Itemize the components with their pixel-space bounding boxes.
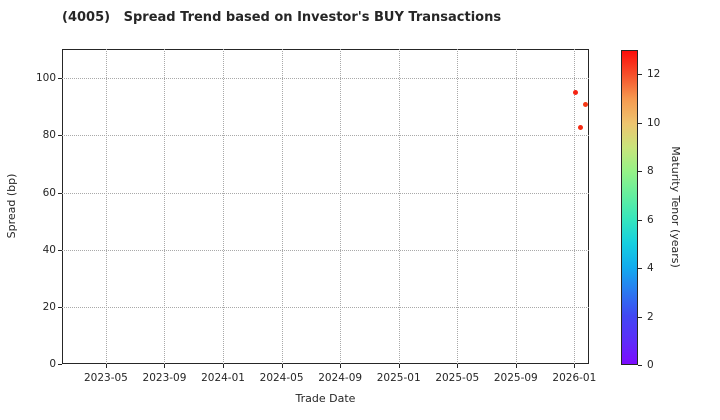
y-tick-label: 0: [49, 358, 56, 370]
v-gridline: [340, 49, 342, 364]
x-tick: [457, 364, 459, 368]
x-tick-label: 2025-05: [435, 372, 480, 384]
v-gridline: [515, 49, 517, 364]
x-tick-label: 2025-01: [376, 372, 421, 384]
x-tick: [223, 364, 225, 368]
colorbar-tick: [638, 122, 642, 124]
y-tick-label: 80: [42, 129, 56, 142]
v-gridline: [398, 49, 400, 364]
x-tick: [281, 364, 283, 368]
colorbar-tick: [638, 365, 642, 366]
x-tick-label: 2023-09: [142, 372, 187, 384]
colorbar-label: Maturity Tenor (years): [669, 146, 682, 268]
colorbar-tick: [638, 171, 642, 173]
colorbar-tick-label: 12: [647, 68, 661, 81]
h-gridline: [62, 306, 589, 308]
y-tick-label: 60: [42, 186, 56, 199]
x-tick-label: 2023-05: [83, 372, 128, 384]
colorbar-tick: [638, 268, 642, 270]
y-tick-label: 20: [42, 300, 56, 313]
x-tick: [574, 364, 576, 368]
x-tick: [398, 364, 400, 368]
x-tick-label: 2024-05: [259, 372, 304, 384]
h-gridline: [62, 135, 589, 137]
v-gridline: [164, 49, 166, 364]
x-tick: [515, 364, 517, 368]
colorbar-tick-label: 6: [647, 213, 654, 226]
y-tick: [58, 192, 62, 194]
x-tick-label: 2025-09: [493, 372, 538, 384]
v-gridline: [457, 49, 459, 364]
y-tick: [58, 306, 62, 308]
colorbar-tick: [638, 74, 642, 76]
colorbar-tick-label: 10: [647, 116, 661, 129]
y-tick-label: 40: [42, 243, 56, 256]
h-gridline: [62, 249, 589, 251]
h-gridline: [62, 192, 589, 194]
v-gridline: [223, 49, 225, 364]
y-tick: [58, 135, 62, 137]
x-tick: [164, 364, 166, 368]
colorbar-tick: [638, 316, 642, 318]
x-tick-label: 2024-01: [201, 372, 245, 384]
scatter-point: [572, 90, 578, 96]
plot-area: [62, 49, 589, 364]
colorbar-tick-label: 4: [647, 262, 654, 275]
colorbar-tick: [638, 219, 642, 221]
x-tick-label: 2024-09: [318, 372, 363, 384]
v-gridline: [105, 49, 107, 364]
y-tick-label: 100: [35, 72, 56, 85]
scatter-point: [583, 101, 589, 107]
x-tick: [340, 364, 342, 368]
colorbar-tick-label: 2: [647, 310, 654, 323]
colorbar-tick-label: 8: [647, 165, 654, 178]
chart-title: (4005) Spread Trend based on Investor's …: [62, 10, 502, 25]
h-gridline: [62, 78, 589, 80]
scatter-point: [577, 125, 583, 131]
colorbar: [621, 50, 638, 365]
v-gridline: [574, 49, 576, 364]
y-tick: [58, 78, 62, 80]
y-tick: [58, 364, 62, 365]
y-tick: [58, 249, 62, 251]
x-tick: [105, 364, 107, 368]
x-tick-label: 2026-01: [552, 372, 597, 384]
colorbar-tick-label: 0: [647, 359, 654, 371]
v-gridline: [281, 49, 283, 364]
x-axis-label: Trade Date: [295, 392, 356, 405]
